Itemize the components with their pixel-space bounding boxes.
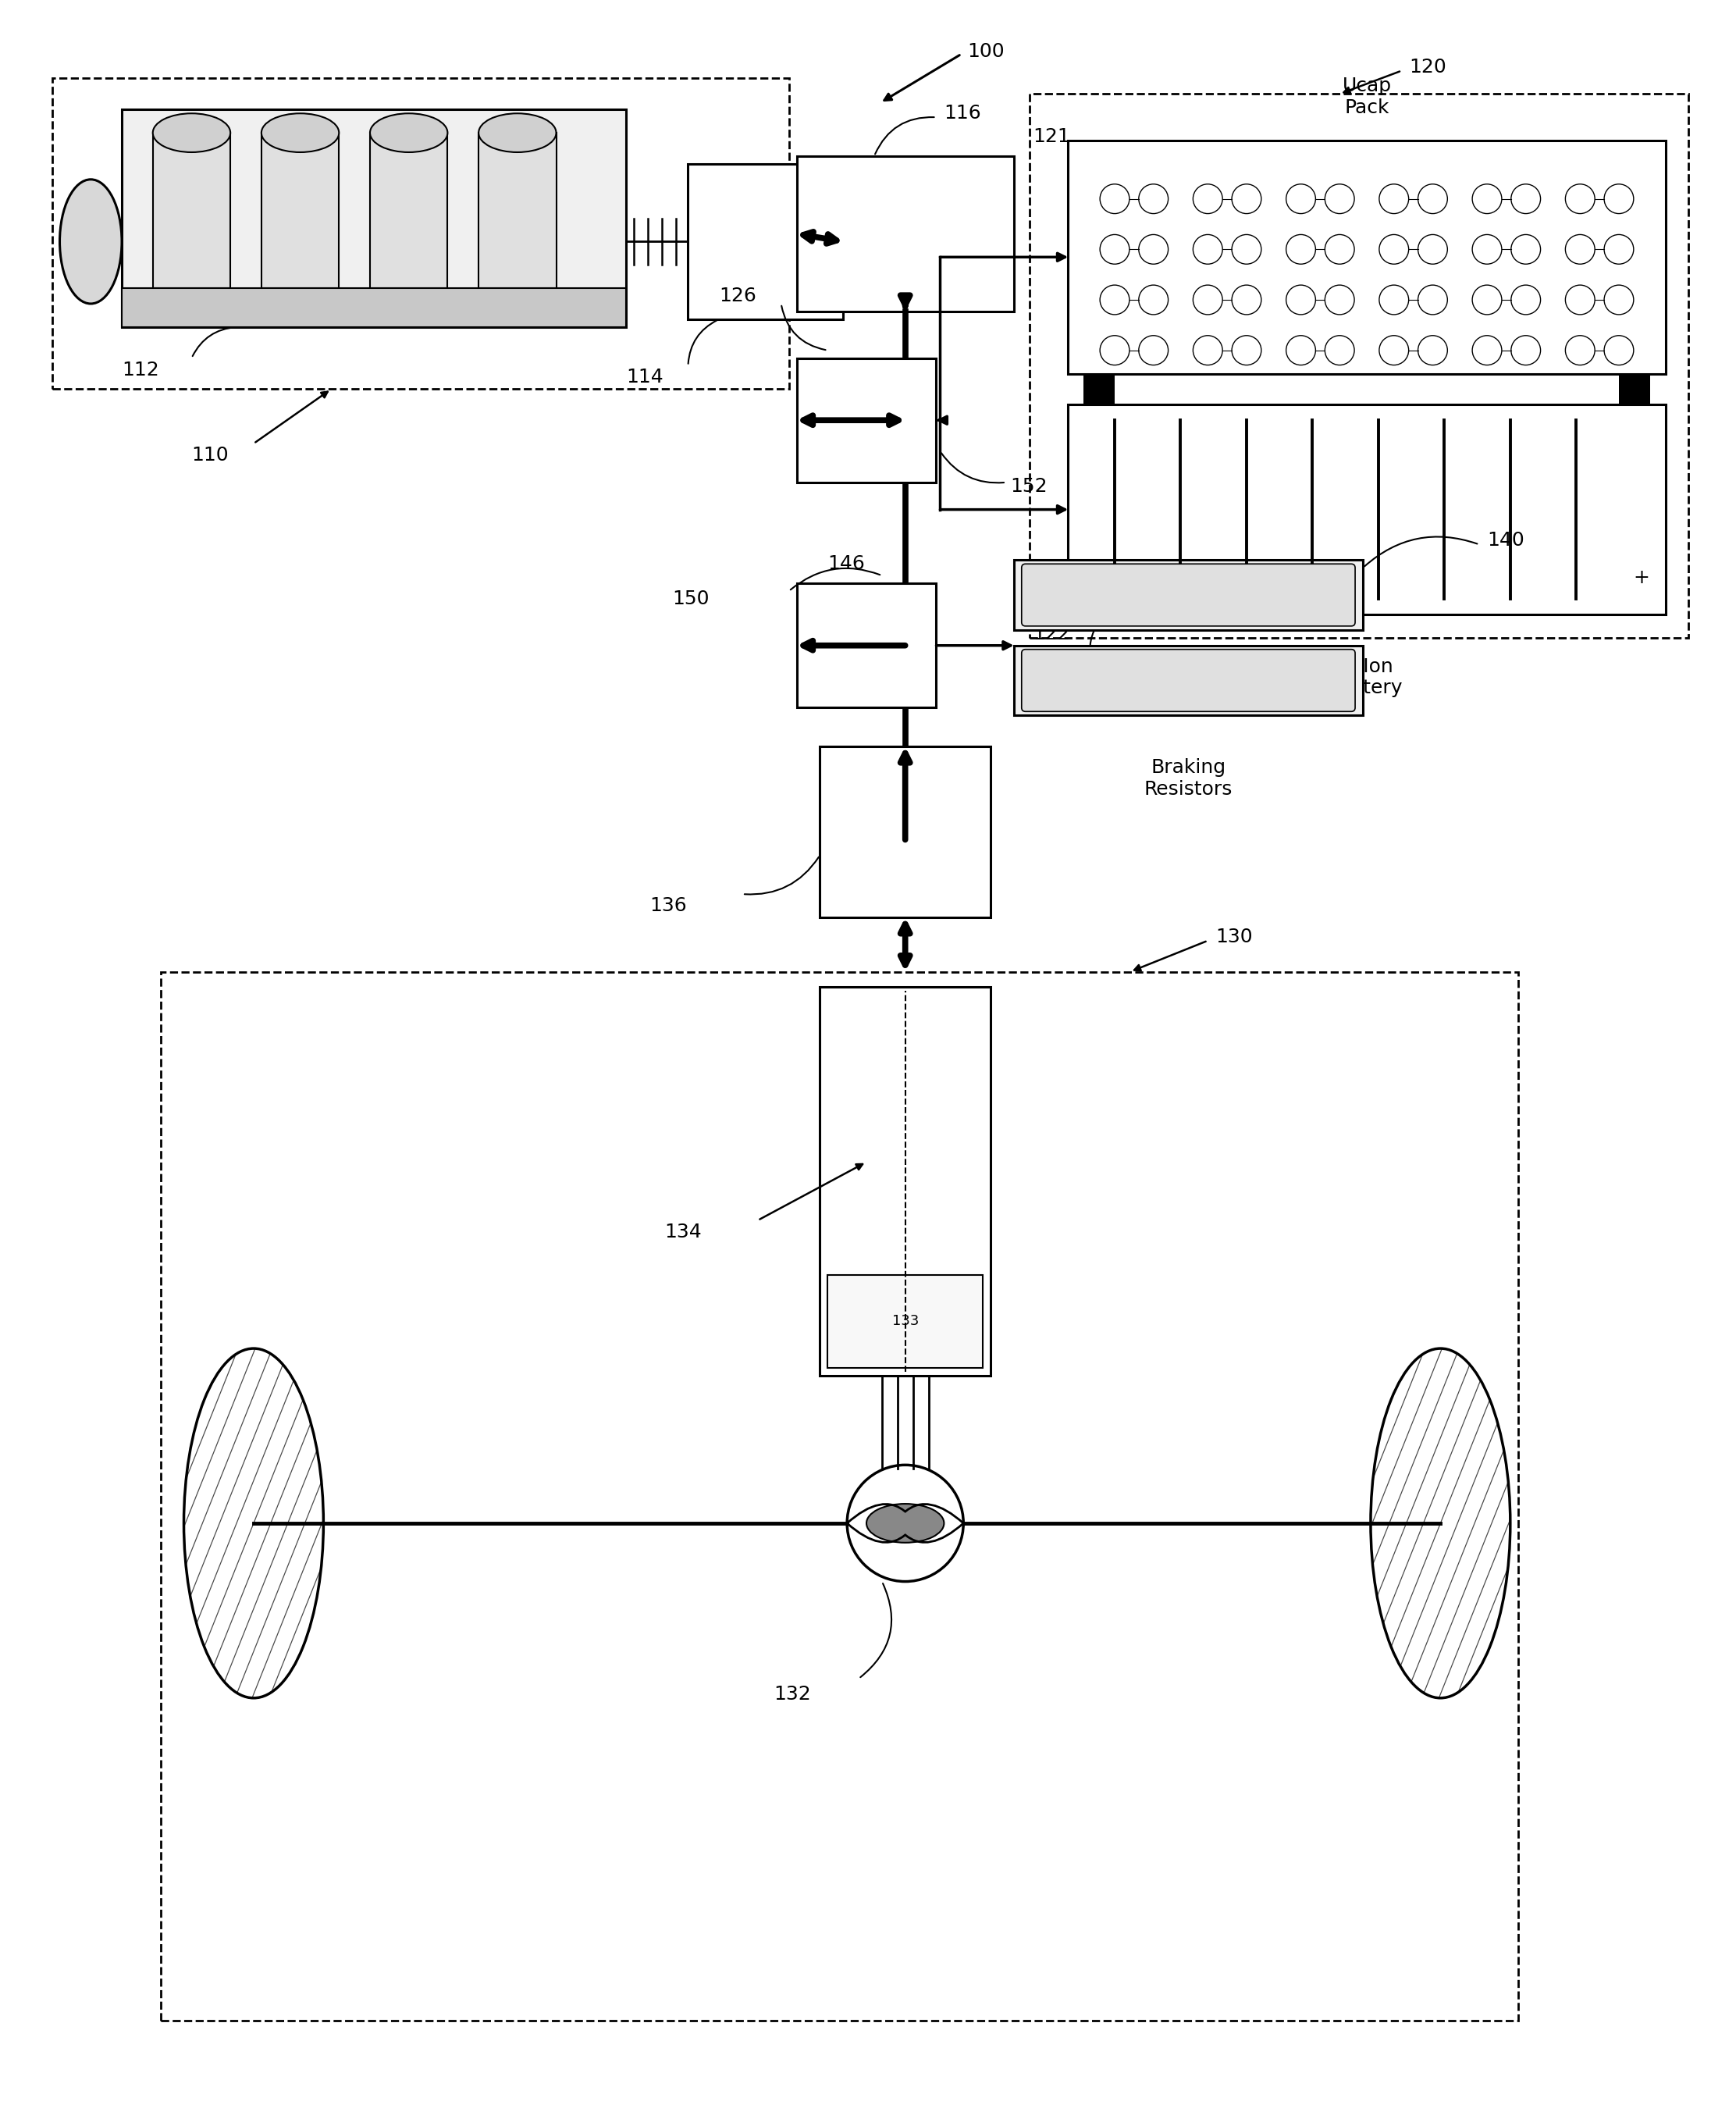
Text: +: + <box>1634 568 1649 587</box>
Bar <box>1014 559 1363 629</box>
Text: 133: 133 <box>892 1314 918 1329</box>
FancyBboxPatch shape <box>1021 648 1356 712</box>
Text: 132: 132 <box>773 1685 811 1704</box>
Text: Braking
Resistors: Braking Resistors <box>1144 759 1233 799</box>
Text: 122: 122 <box>1033 625 1071 644</box>
Text: 134: 134 <box>665 1223 701 1242</box>
Ellipse shape <box>866 1504 944 1543</box>
Bar <box>153 133 231 288</box>
Bar <box>819 746 991 918</box>
Text: 120: 120 <box>1410 57 1446 76</box>
Bar <box>1083 373 1115 405</box>
Bar <box>479 133 556 288</box>
Ellipse shape <box>479 114 556 153</box>
Ellipse shape <box>59 180 122 303</box>
Ellipse shape <box>370 114 448 153</box>
Ellipse shape <box>184 1348 323 1697</box>
Bar <box>52 78 788 390</box>
Bar <box>797 583 936 708</box>
Text: 112: 112 <box>122 360 160 379</box>
Bar <box>370 133 448 288</box>
Bar <box>122 110 627 326</box>
Bar <box>160 973 1517 2019</box>
Bar <box>1068 405 1665 615</box>
Text: 110: 110 <box>191 445 229 464</box>
Bar <box>687 163 844 320</box>
Ellipse shape <box>262 114 339 153</box>
Text: 116: 116 <box>944 104 981 123</box>
Bar <box>819 987 991 1375</box>
Bar <box>828 1276 983 1369</box>
Text: 136: 136 <box>649 896 686 915</box>
Ellipse shape <box>153 114 231 153</box>
Text: 114: 114 <box>627 369 663 388</box>
FancyBboxPatch shape <box>1021 564 1356 625</box>
Bar <box>1014 646 1363 716</box>
Text: 121: 121 <box>1033 127 1071 146</box>
Circle shape <box>847 1464 963 1581</box>
Text: 100: 100 <box>967 42 1005 61</box>
Text: Ucap
Pack: Ucap Pack <box>1342 76 1392 117</box>
Bar <box>122 288 627 326</box>
Text: -: - <box>1080 568 1087 587</box>
Text: 146: 146 <box>828 555 865 574</box>
Text: 126: 126 <box>719 286 757 305</box>
Text: 152: 152 <box>1010 477 1047 496</box>
Bar <box>797 358 936 483</box>
Ellipse shape <box>1371 1348 1510 1697</box>
Bar <box>1029 93 1689 638</box>
Text: 140: 140 <box>1488 532 1524 551</box>
Bar <box>1620 373 1649 405</box>
Bar <box>262 133 339 288</box>
Bar <box>1068 140 1665 373</box>
Text: Li-Ion
Battery: Li-Ion Battery <box>1332 657 1403 697</box>
Text: 150: 150 <box>672 589 710 608</box>
Text: 130: 130 <box>1215 928 1253 947</box>
Bar <box>797 157 1014 311</box>
